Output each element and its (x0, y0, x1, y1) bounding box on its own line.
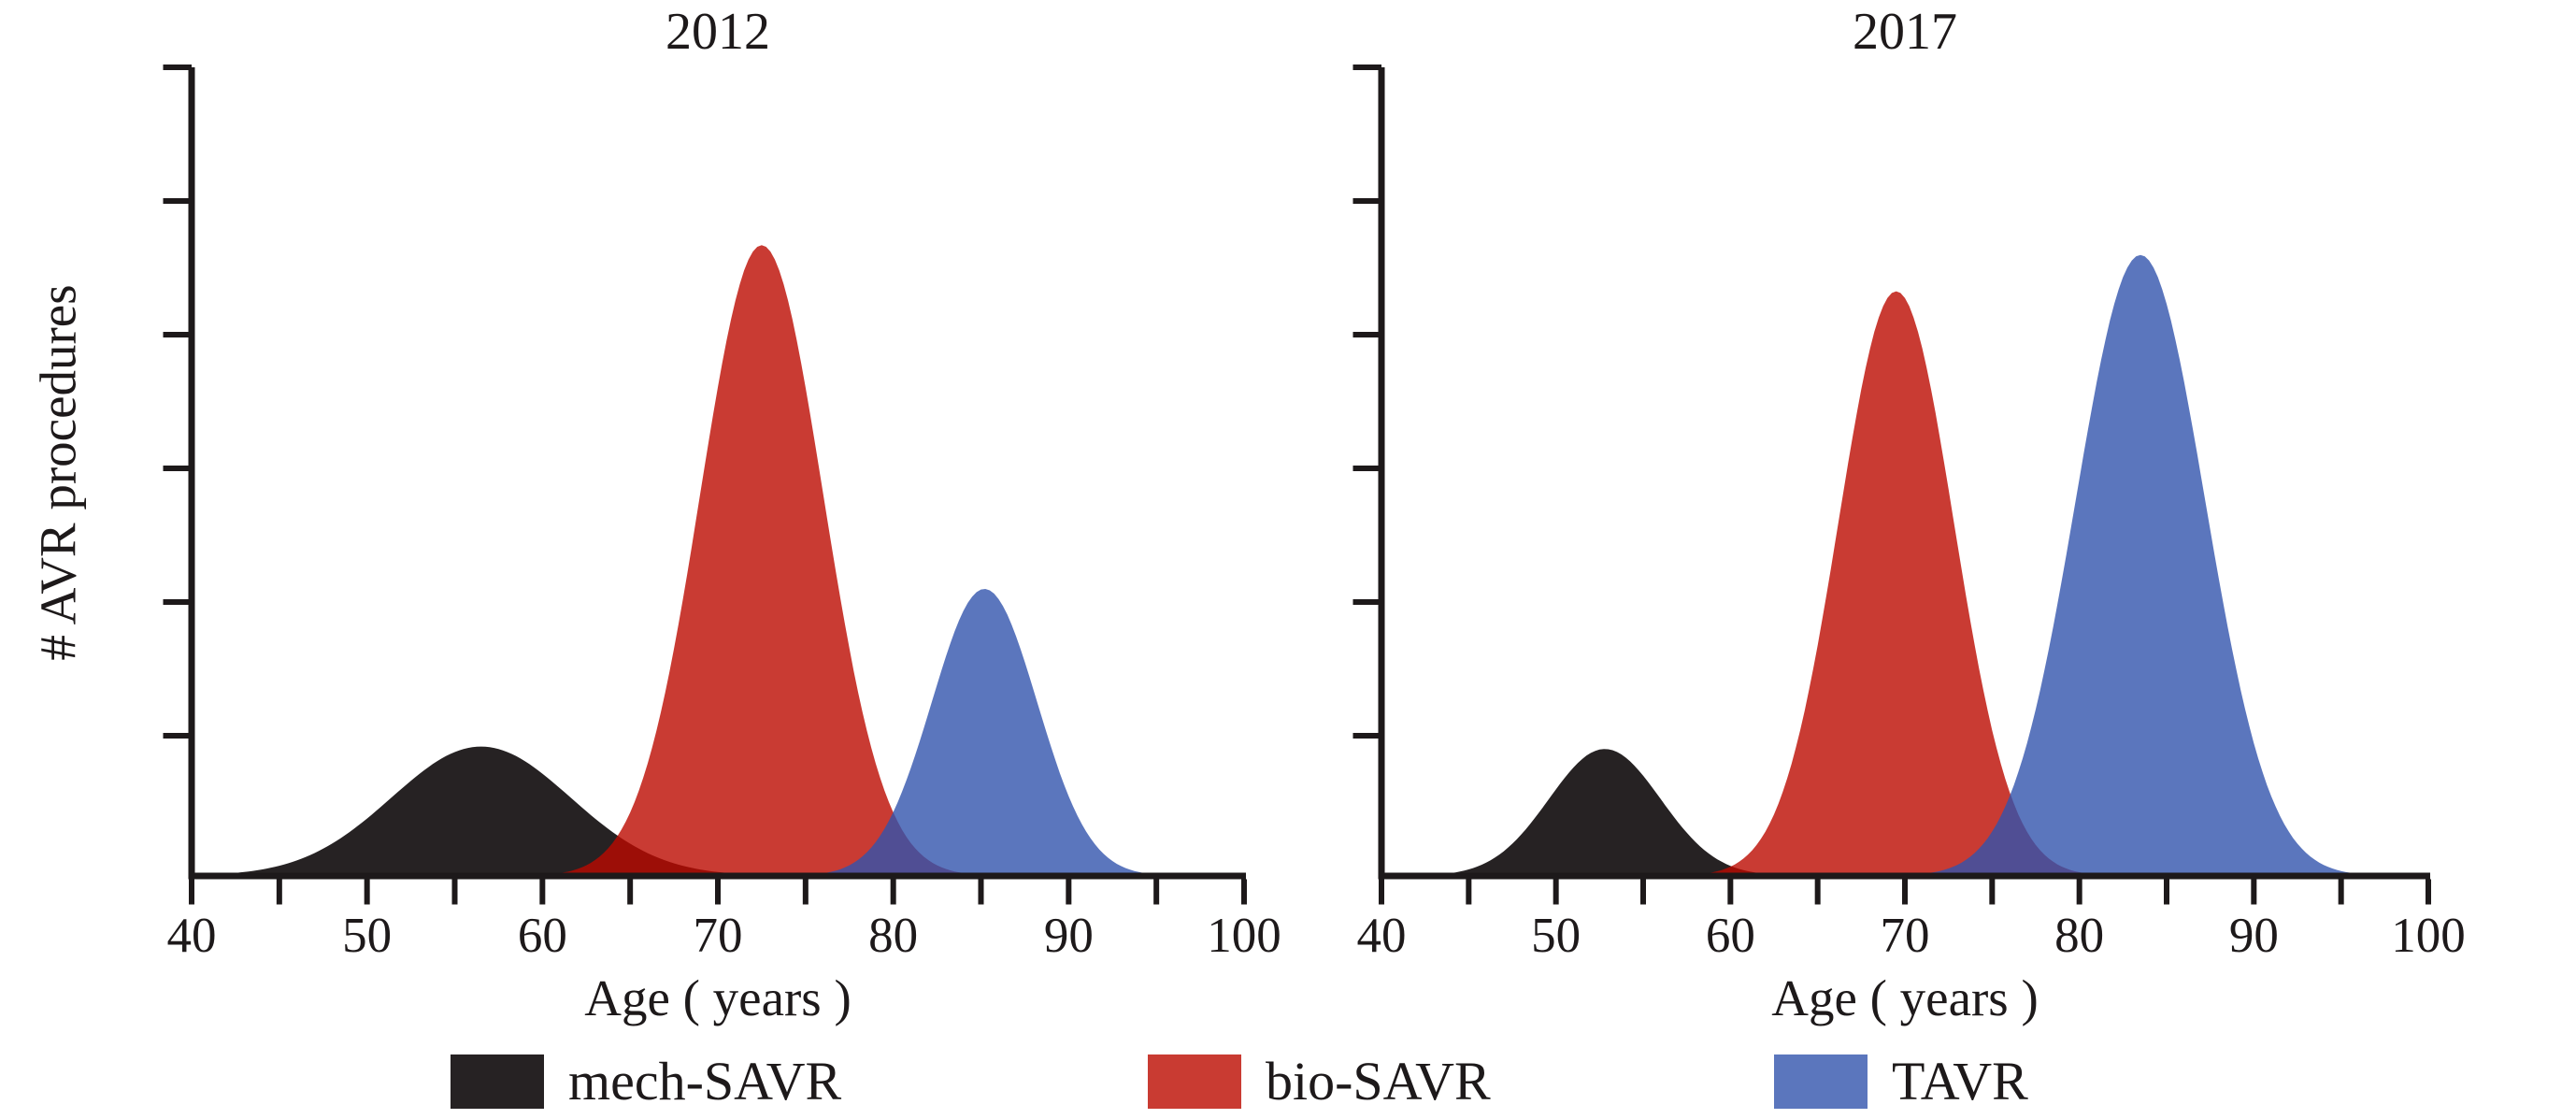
legend: mech-SAVR bio-SAVR TAVR (0, 1051, 2576, 1119)
curve-bio-savr-2017 (1381, 291, 2428, 877)
x-tick-label: 40 (1357, 909, 1407, 963)
panel-2012: 40 50 60 70 80 90 100 (163, 65, 1281, 963)
x-tick-label: 50 (342, 909, 392, 963)
x-tick-label: 90 (1044, 909, 1094, 963)
x-tick-label: 80 (2054, 909, 2104, 963)
curve-mech-savr-2017 (1381, 749, 2428, 876)
legend-label-tavr: TAVR (1892, 1051, 2028, 1112)
legend-label-bio-savr: bio-SAVR (1266, 1051, 1491, 1112)
panel-title-right: 2017 (1853, 3, 1957, 61)
legend-item-tavr: TAVR (1774, 1051, 2028, 1112)
x-tick-label: 60 (1706, 909, 1755, 963)
x-tick-label: 100 (2391, 909, 2466, 963)
curve-tavr-2012 (192, 589, 1244, 876)
x-tick-label: 100 (1207, 909, 1281, 963)
curve-mech-savr-2012 (192, 746, 1244, 876)
x-tick-label: 70 (694, 909, 743, 963)
curve-bio-savr-2012 (192, 245, 1244, 876)
x-tick-label: 60 (518, 909, 567, 963)
mech-savr-swatch-icon (451, 1054, 544, 1109)
x-axis-label-right: Age ( years ) (1771, 969, 2039, 1026)
x-tick-label: 40 (167, 909, 217, 963)
legend-item-bio-savr: bio-SAVR (1148, 1051, 1491, 1112)
legend-item-mech-savr: mech-SAVR (451, 1051, 841, 1112)
bio-savr-swatch-icon (1148, 1054, 1241, 1109)
x-tick-label: 50 (1531, 909, 1581, 963)
panel-title-left: 2012 (665, 3, 770, 61)
panel-2017: 40 50 60 70 80 90 100 (1352, 65, 2466, 963)
x-axis-label-left: Age ( years ) (584, 969, 852, 1026)
y-axis-label-text: # AVR procedures (29, 283, 87, 661)
x-tick-label: 70 (1881, 909, 1930, 963)
tavr-swatch-icon (1774, 1054, 1868, 1109)
legend-label-mech-savr: mech-SAVR (568, 1051, 842, 1112)
curve-tavr-2017 (1381, 254, 2428, 876)
x-tick-label: 80 (868, 909, 918, 963)
x-tick-label: 90 (2229, 909, 2279, 963)
